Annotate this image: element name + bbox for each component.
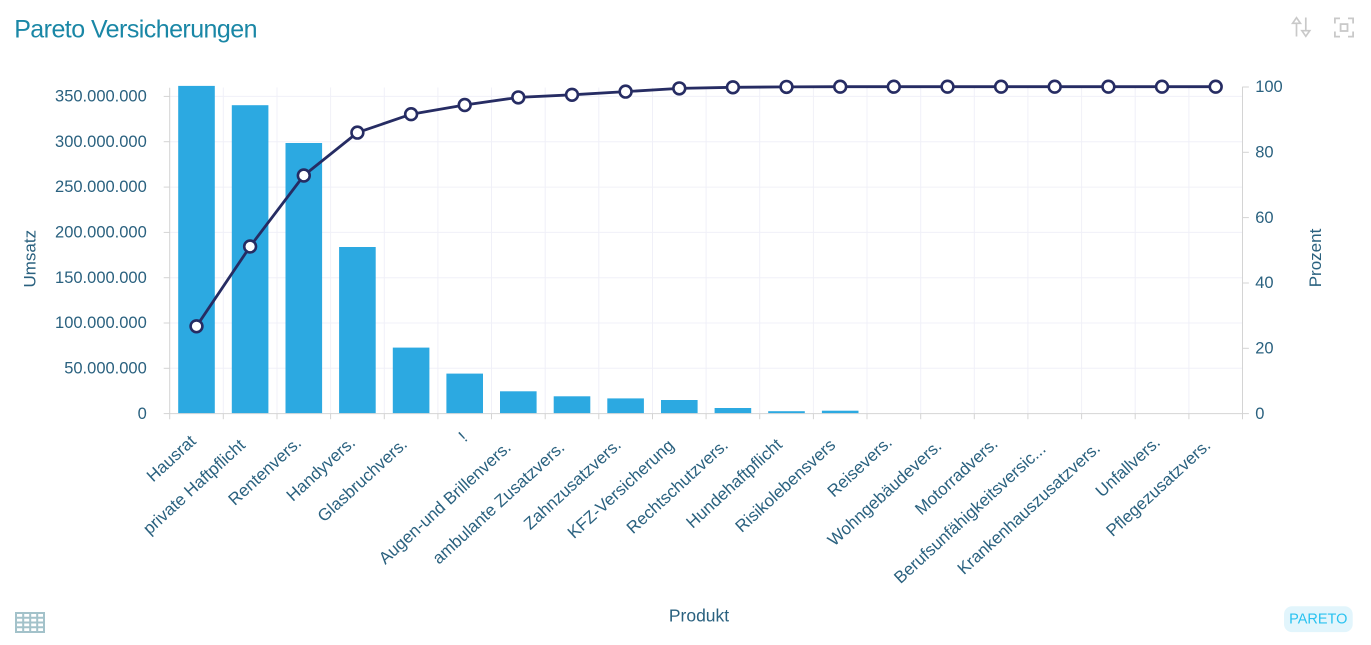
svg-text:40: 40	[1255, 274, 1273, 292]
svg-text:20: 20	[1255, 340, 1273, 358]
svg-text:Pareto Versicherungen: Pareto Versicherungen	[14, 15, 257, 43]
svg-text:50.000.000: 50.000.000	[64, 360, 147, 378]
svg-text:100: 100	[1255, 78, 1283, 96]
svg-text:PARETO: PARETO	[1289, 611, 1347, 627]
svg-text:300.000.000: 300.000.000	[55, 133, 147, 151]
svg-text:250.000.000: 250.000.000	[55, 178, 147, 196]
svg-text:0: 0	[1255, 405, 1264, 423]
svg-text:350.000.000: 350.000.000	[55, 88, 147, 106]
svg-text:150.000.000: 150.000.000	[55, 269, 147, 287]
svg-text:Prozent: Prozent	[1306, 228, 1325, 287]
svg-text:200.000.000: 200.000.000	[55, 224, 147, 242]
svg-text:Umsatz: Umsatz	[20, 230, 39, 288]
svg-text:Produkt: Produkt	[669, 605, 729, 625]
svg-text:0: 0	[138, 405, 147, 423]
svg-text:100.000.000: 100.000.000	[55, 314, 147, 332]
svg-text:60: 60	[1255, 209, 1273, 227]
svg-text:80: 80	[1255, 144, 1273, 162]
